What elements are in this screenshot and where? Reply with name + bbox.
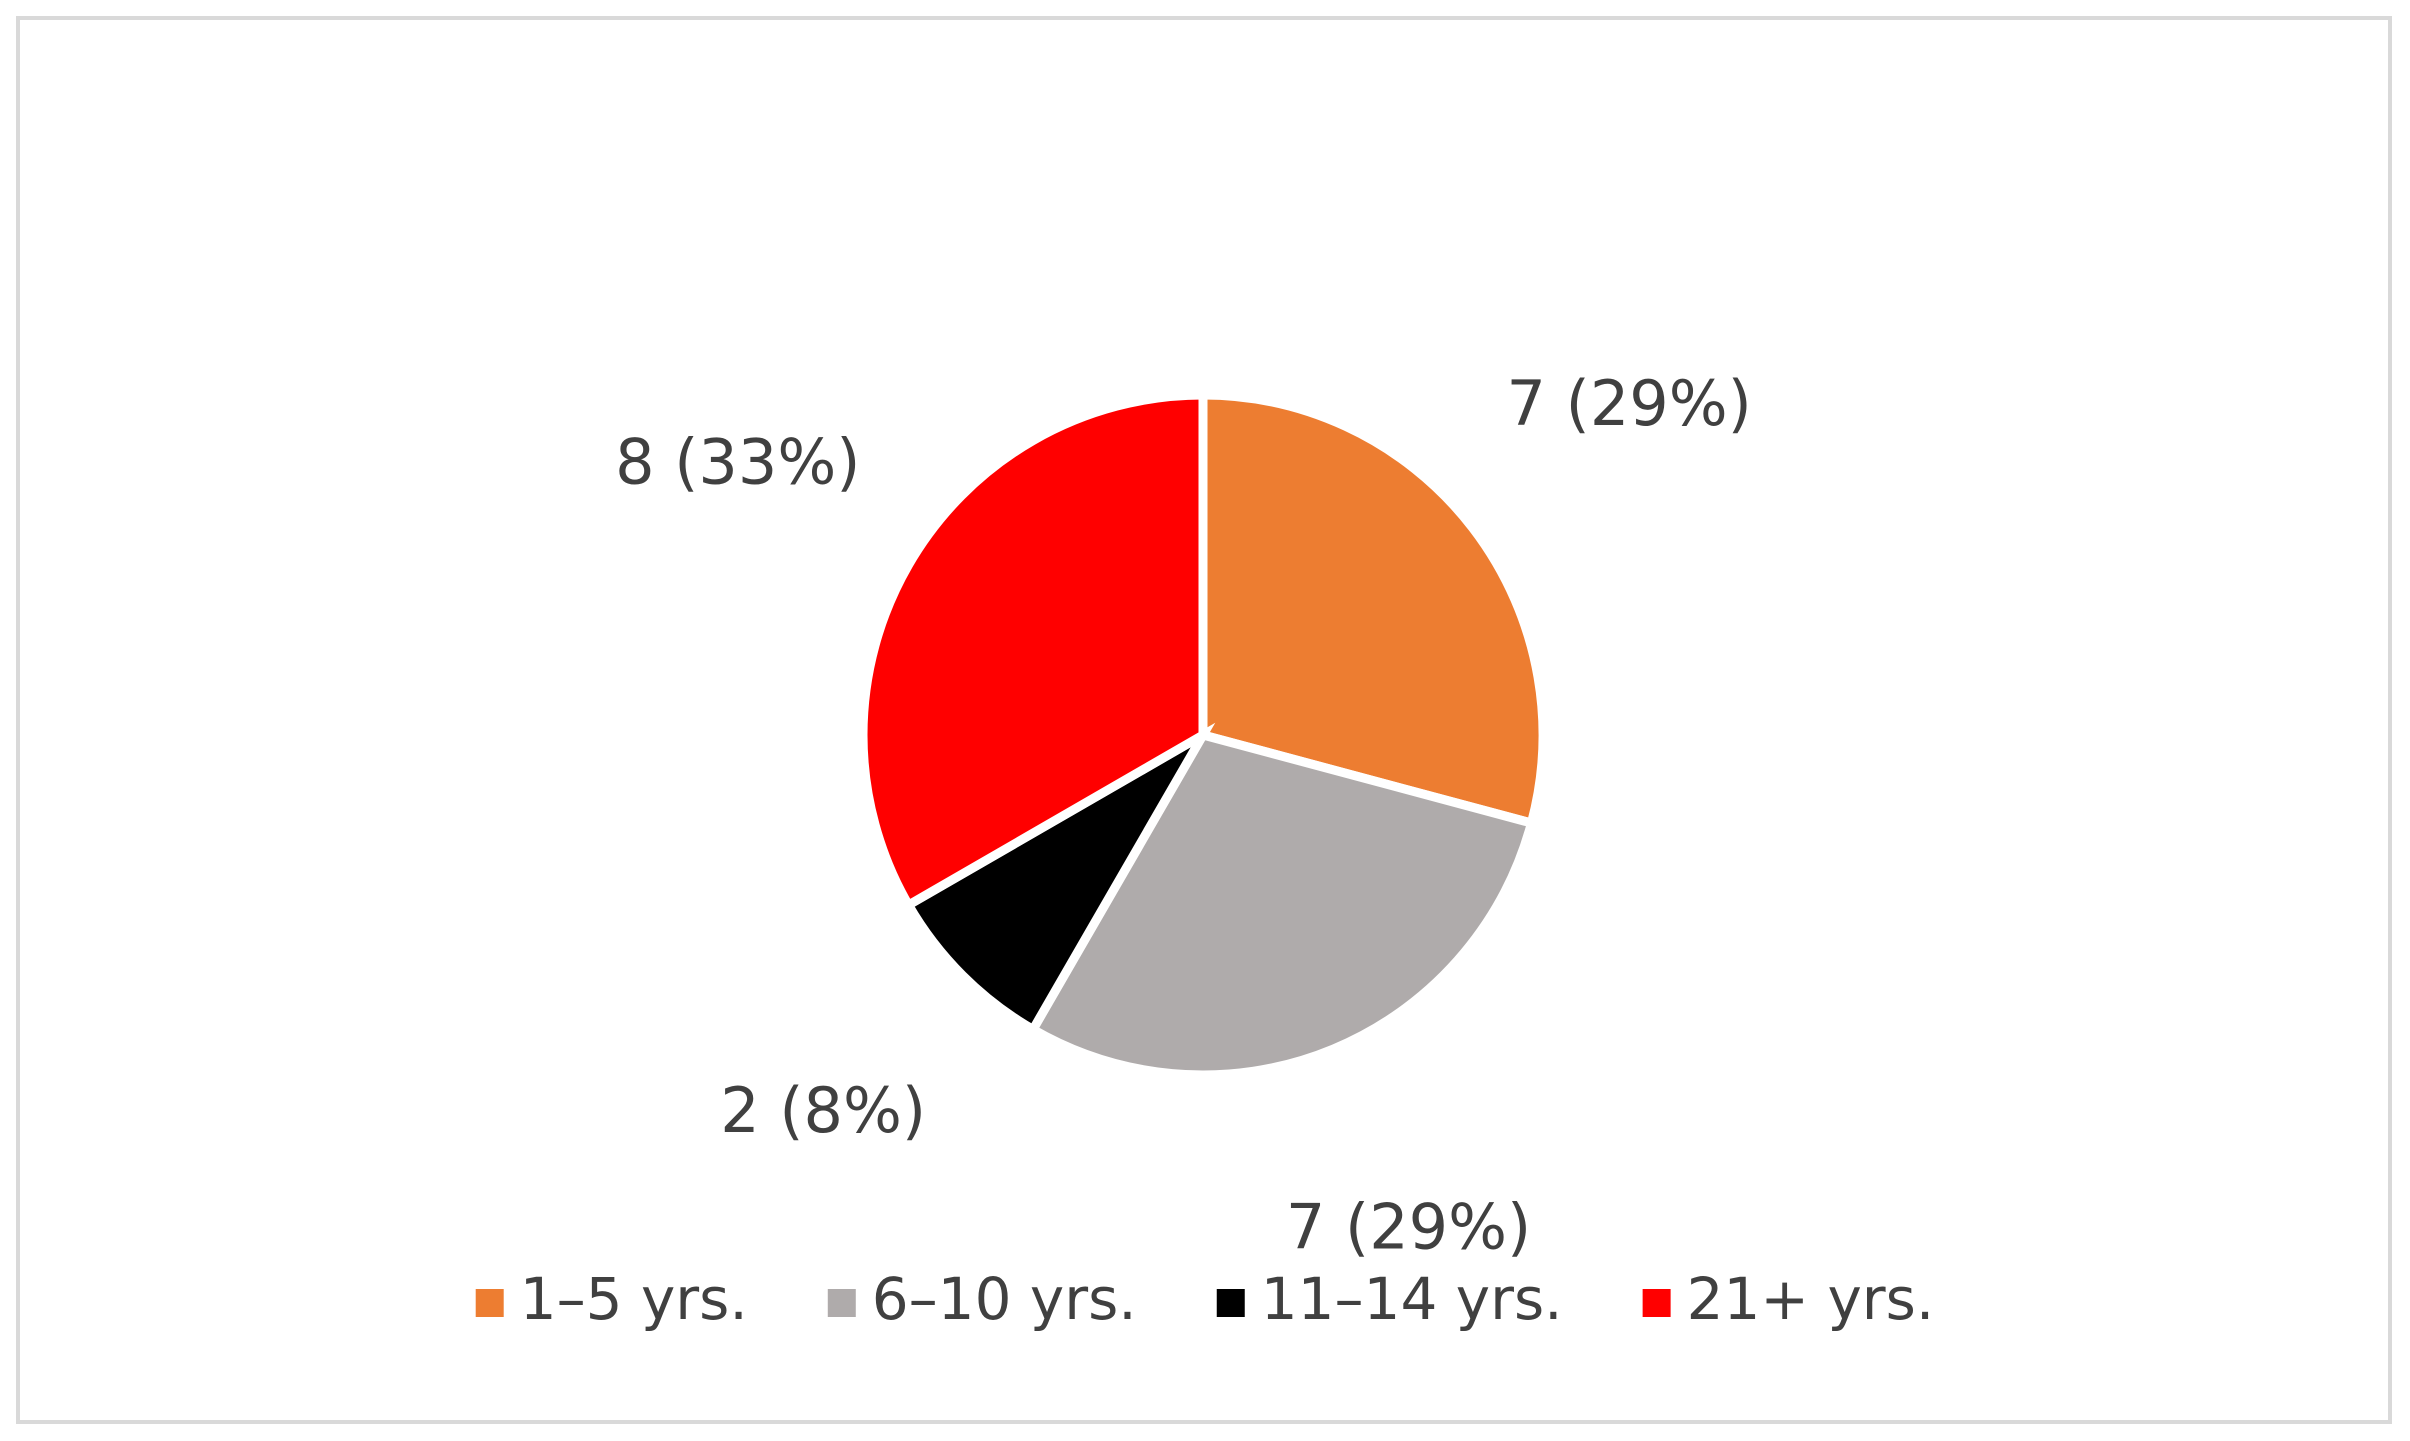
legend-swatch (1642, 1289, 1671, 1317)
data-label: 2 (8%) (720, 1074, 926, 1147)
legend-label: 11–14 yrs. (1261, 1265, 1563, 1333)
data-label: 8 (33%) (615, 425, 860, 498)
legend-swatch (827, 1289, 856, 1317)
pie-slice (902, 722, 1216, 1036)
legend-label: 1–5 yrs. (520, 1265, 748, 1333)
data-label: 7 (29%) (1507, 367, 1752, 440)
legend-swatch (1216, 1289, 1245, 1317)
legend-label: 6–10 yrs. (872, 1265, 1137, 1333)
pie-slice (1198, 390, 1548, 829)
legend-swatch (475, 1289, 504, 1317)
data-label: 7 (29%) (1286, 1190, 1531, 1263)
pie-slice (858, 390, 1208, 912)
legend-label: 21+ yrs. (1687, 1265, 1935, 1333)
